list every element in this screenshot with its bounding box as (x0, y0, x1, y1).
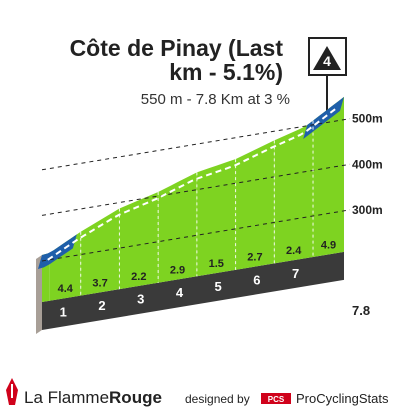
grade-label-1: 4.4 (58, 283, 74, 295)
mountain-icon (313, 46, 341, 70)
profile-segment-3 (80, 208, 120, 296)
designed-by-text: designed by (185, 392, 250, 406)
profile-base-band (42, 251, 344, 330)
profile-segment-5 (158, 172, 197, 283)
km-marker-labels: 1 2 3 4 5 6 7 (60, 266, 300, 320)
km-marker-1: 1 (60, 304, 67, 319)
category-badge: 4 (308, 37, 347, 150)
y-tick-label-500: 500m (352, 112, 383, 126)
brand-name: La FlammeRouge (24, 388, 162, 407)
chart-title-line1: Côte de Pinay (Last (70, 35, 284, 61)
km-marker-5: 5 (215, 279, 222, 294)
grade-label-8: 4.9 (321, 239, 336, 251)
profile-segment-9 (313, 96, 344, 258)
km-marker-4: 4 (176, 285, 184, 300)
y-tick-label-300: 300m (352, 203, 383, 217)
chart-title-line2: km - 5.1%) (169, 59, 283, 85)
profile-segments (38, 96, 344, 302)
grade-label-2: 3.7 (92, 277, 107, 289)
profile-segment-7 (235, 140, 275, 270)
base-band (42, 251, 344, 330)
profile-side-face (36, 255, 42, 334)
chart-subtitle: 550 m - 7.8 Km at 3 % (141, 91, 290, 108)
pcs-name: ProCyclingStats (296, 391, 389, 406)
road-centerline (47, 107, 337, 261)
km-dividers (80, 120, 314, 296)
profile-segment-6 (196, 159, 236, 277)
km-marker-7: 7 (292, 266, 299, 281)
total-distance-label: 7.8 (352, 303, 370, 318)
y-tick-label-400: 400m (352, 157, 383, 171)
elevation-tick-labels: 300m 400m 500m (352, 112, 383, 217)
km-marker-6: 6 (253, 272, 260, 287)
km-marker-2: 2 (98, 298, 105, 313)
grade-label-3: 2.2 (131, 271, 146, 283)
profile-segment-4 (119, 191, 159, 290)
footer: La FlammeRouge designed by PCS ProCyclin… (6, 378, 389, 407)
start-cap (38, 234, 77, 270)
profile-segment-8 (274, 120, 314, 264)
grade-label-7: 2.4 (286, 245, 302, 257)
grade-label-5: 1.5 (209, 258, 224, 270)
road-line (47, 107, 337, 261)
category-badge-number: 4 (323, 53, 331, 69)
profile-side-wall (36, 255, 42, 334)
km-marker-3: 3 (137, 292, 144, 307)
brand-name-part1: La Flamme (24, 388, 109, 407)
grade-label-4: 2.9 (170, 265, 185, 277)
pcs-logo-text: PCS (268, 395, 285, 404)
brand-name-part2: Rouge (109, 388, 162, 407)
gradient-labels: 4.4 3.7 2.2 2.9 1.5 2.7 2.4 4.9 (58, 239, 337, 295)
grade-label-6: 2.7 (247, 252, 262, 264)
pcs-logo-box (261, 393, 291, 404)
flame-logo-stem (11, 384, 13, 398)
